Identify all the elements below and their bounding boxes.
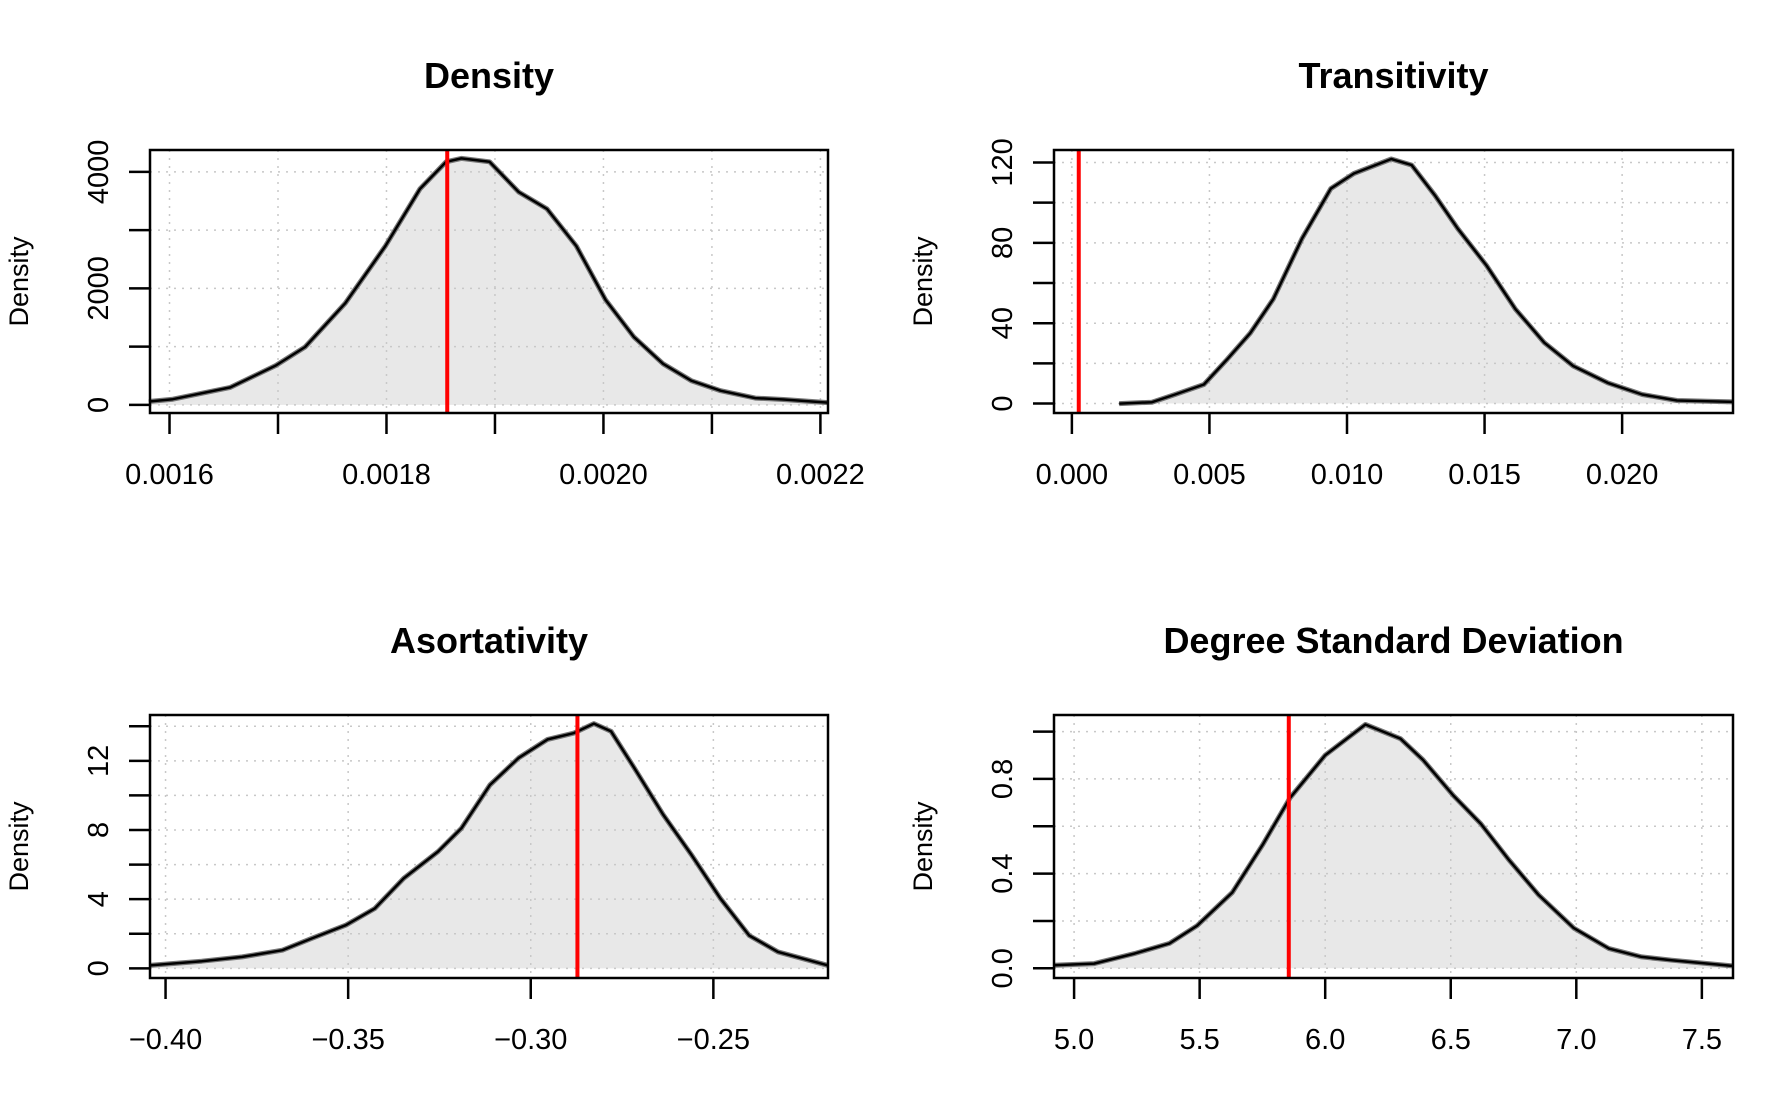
x-tick-label: 5.5 [1179,1024,1219,1056]
y-tick-label: 0.0 [987,948,1019,988]
density-fill-area [149,723,829,969]
density-curve [149,722,829,967]
chart-title: Degree Standard Deviation [1163,620,1623,661]
x-tick-label: 0.015 [1448,459,1521,491]
x-tick-label: 5.0 [1054,1024,1094,1056]
y-tick-label: 0.4 [987,853,1019,893]
density-curve [148,157,829,404]
x-tick-label: 7.5 [1682,1024,1722,1056]
x-tick-label: 0.0022 [776,459,865,491]
y-tick-label: 0 [987,395,1019,411]
x-tick-label: 6.5 [1431,1024,1471,1056]
x-tick-label: −0.40 [129,1024,202,1056]
panel-density: Density Density 0.0016 0.0018 0.0020 0.0022 0 2… [4,55,865,491]
density-curve [1119,157,1734,405]
x-tick-label: 7.0 [1556,1024,1596,1056]
y-tick-label: 12 [83,745,115,777]
x-tick-label: 0.000 [1036,459,1109,491]
chart-title: Asortativity [390,620,588,661]
x-tick-label: 0.0020 [559,459,648,491]
density-curve [1053,723,1733,968]
x-tick-label: 0.020 [1586,459,1659,491]
plot-box [148,148,830,415]
y-tick-label: 0.8 [987,759,1019,799]
y-tick-label: 2000 [83,256,115,321]
x-tick-label: 0.010 [1311,459,1384,491]
chart-title: Transitivity [1298,55,1488,96]
density-fill-area [1054,724,1732,969]
density-fill-area [1119,159,1733,404]
y-axis-label: Density [4,236,34,327]
y-tick-label: 80 [987,227,1019,259]
y-tick-label: 8 [83,822,115,838]
x-tick-label: −0.30 [494,1024,567,1056]
plot-box [1052,713,1735,980]
x-tick-label: 6.0 [1305,1024,1345,1056]
x-tick-label: 0.005 [1173,459,1246,491]
x-tick-label: 0.0016 [125,459,214,491]
y-tick-label: 4000 [83,140,115,205]
panel-asortativity: Asortativity Density −0.40 −0.35 −0.30 −0.25 0… [4,620,830,1056]
y-axis-label: Density [908,236,938,327]
x-tick-label: 0.0018 [342,459,431,491]
density-fill-area [148,158,828,405]
y-tick-label: 0 [83,397,115,413]
y-axis-label: Density [4,801,34,892]
chart-title: Density [424,55,554,96]
x-tick-label: −0.25 [677,1024,750,1056]
y-tick-label: 40 [987,307,1019,339]
panel-transitivity: Transitivity Density 0.000 0.005 0.010 0.015 0… [908,55,1735,491]
y-tick-label: 120 [987,138,1019,186]
x-tick-label: −0.35 [311,1024,384,1056]
plot-box [148,713,830,980]
plot-box [1052,148,1735,415]
panel-degree-standard-deviation: Degree Standard Deviation Density 5.0 5.5 6.… [908,620,1735,1056]
y-axis-label: Density [908,801,938,892]
y-tick-label: 0 [83,960,115,976]
y-tick-label: 4 [83,891,115,907]
